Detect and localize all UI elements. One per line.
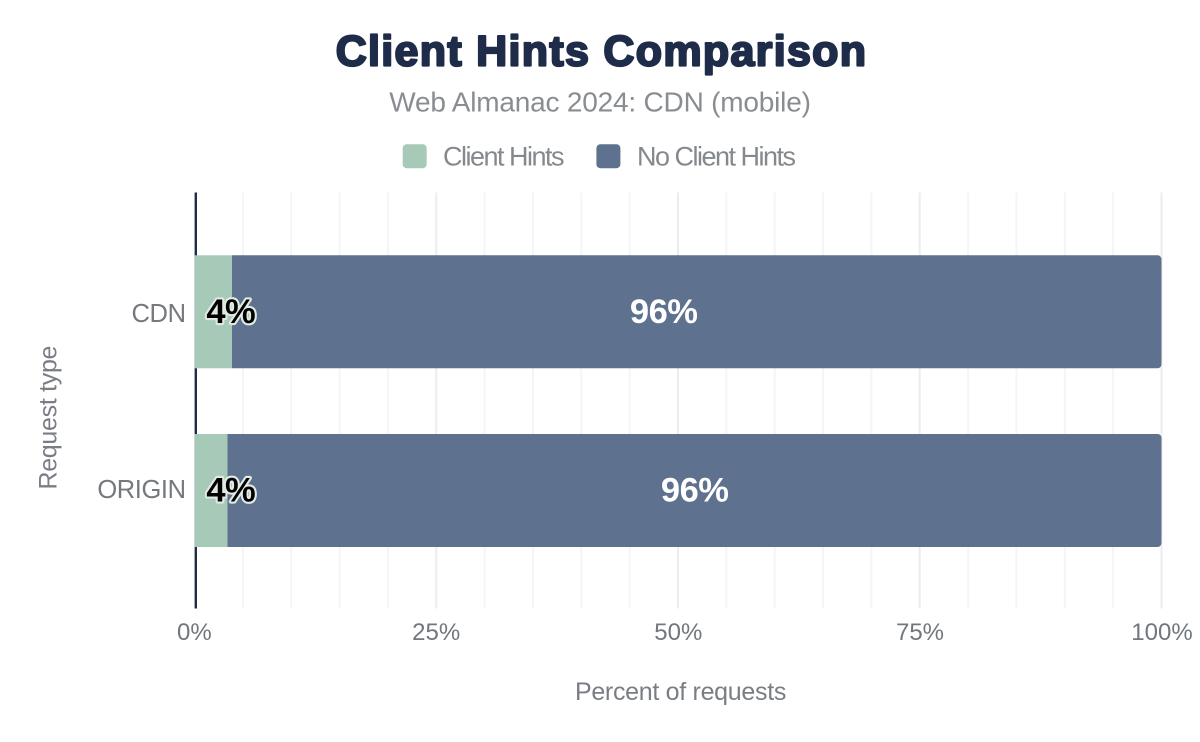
svg-text:Client Hints: Client Hints: [443, 141, 564, 171]
svg-text:0%: 0%: [177, 619, 212, 646]
svg-text:50%: 50%: [654, 619, 702, 646]
svg-text:CDN: CDN: [132, 300, 186, 328]
svg-text:Percent of requests: Percent of requests: [575, 678, 786, 706]
svg-text:25%: 25%: [412, 619, 460, 646]
svg-text:96%: 96%: [661, 472, 729, 510]
svg-text:Client Hints Comparison: Client Hints Comparison: [336, 28, 868, 76]
svg-text:4%: 4%: [206, 472, 255, 510]
svg-text:ORIGIN: ORIGIN: [97, 476, 185, 504]
svg-text:No Client Hints: No Client Hints: [637, 141, 796, 171]
svg-text:4%: 4%: [206, 293, 255, 331]
svg-text:75%: 75%: [896, 619, 944, 646]
svg-text:100%: 100%: [1131, 619, 1192, 646]
svg-text:Web Almanac 2024: CDN (mobile): Web Almanac 2024: CDN (mobile): [389, 87, 810, 118]
svg-text:Request type: Request type: [35, 346, 63, 490]
svg-text:96%: 96%: [630, 293, 698, 331]
